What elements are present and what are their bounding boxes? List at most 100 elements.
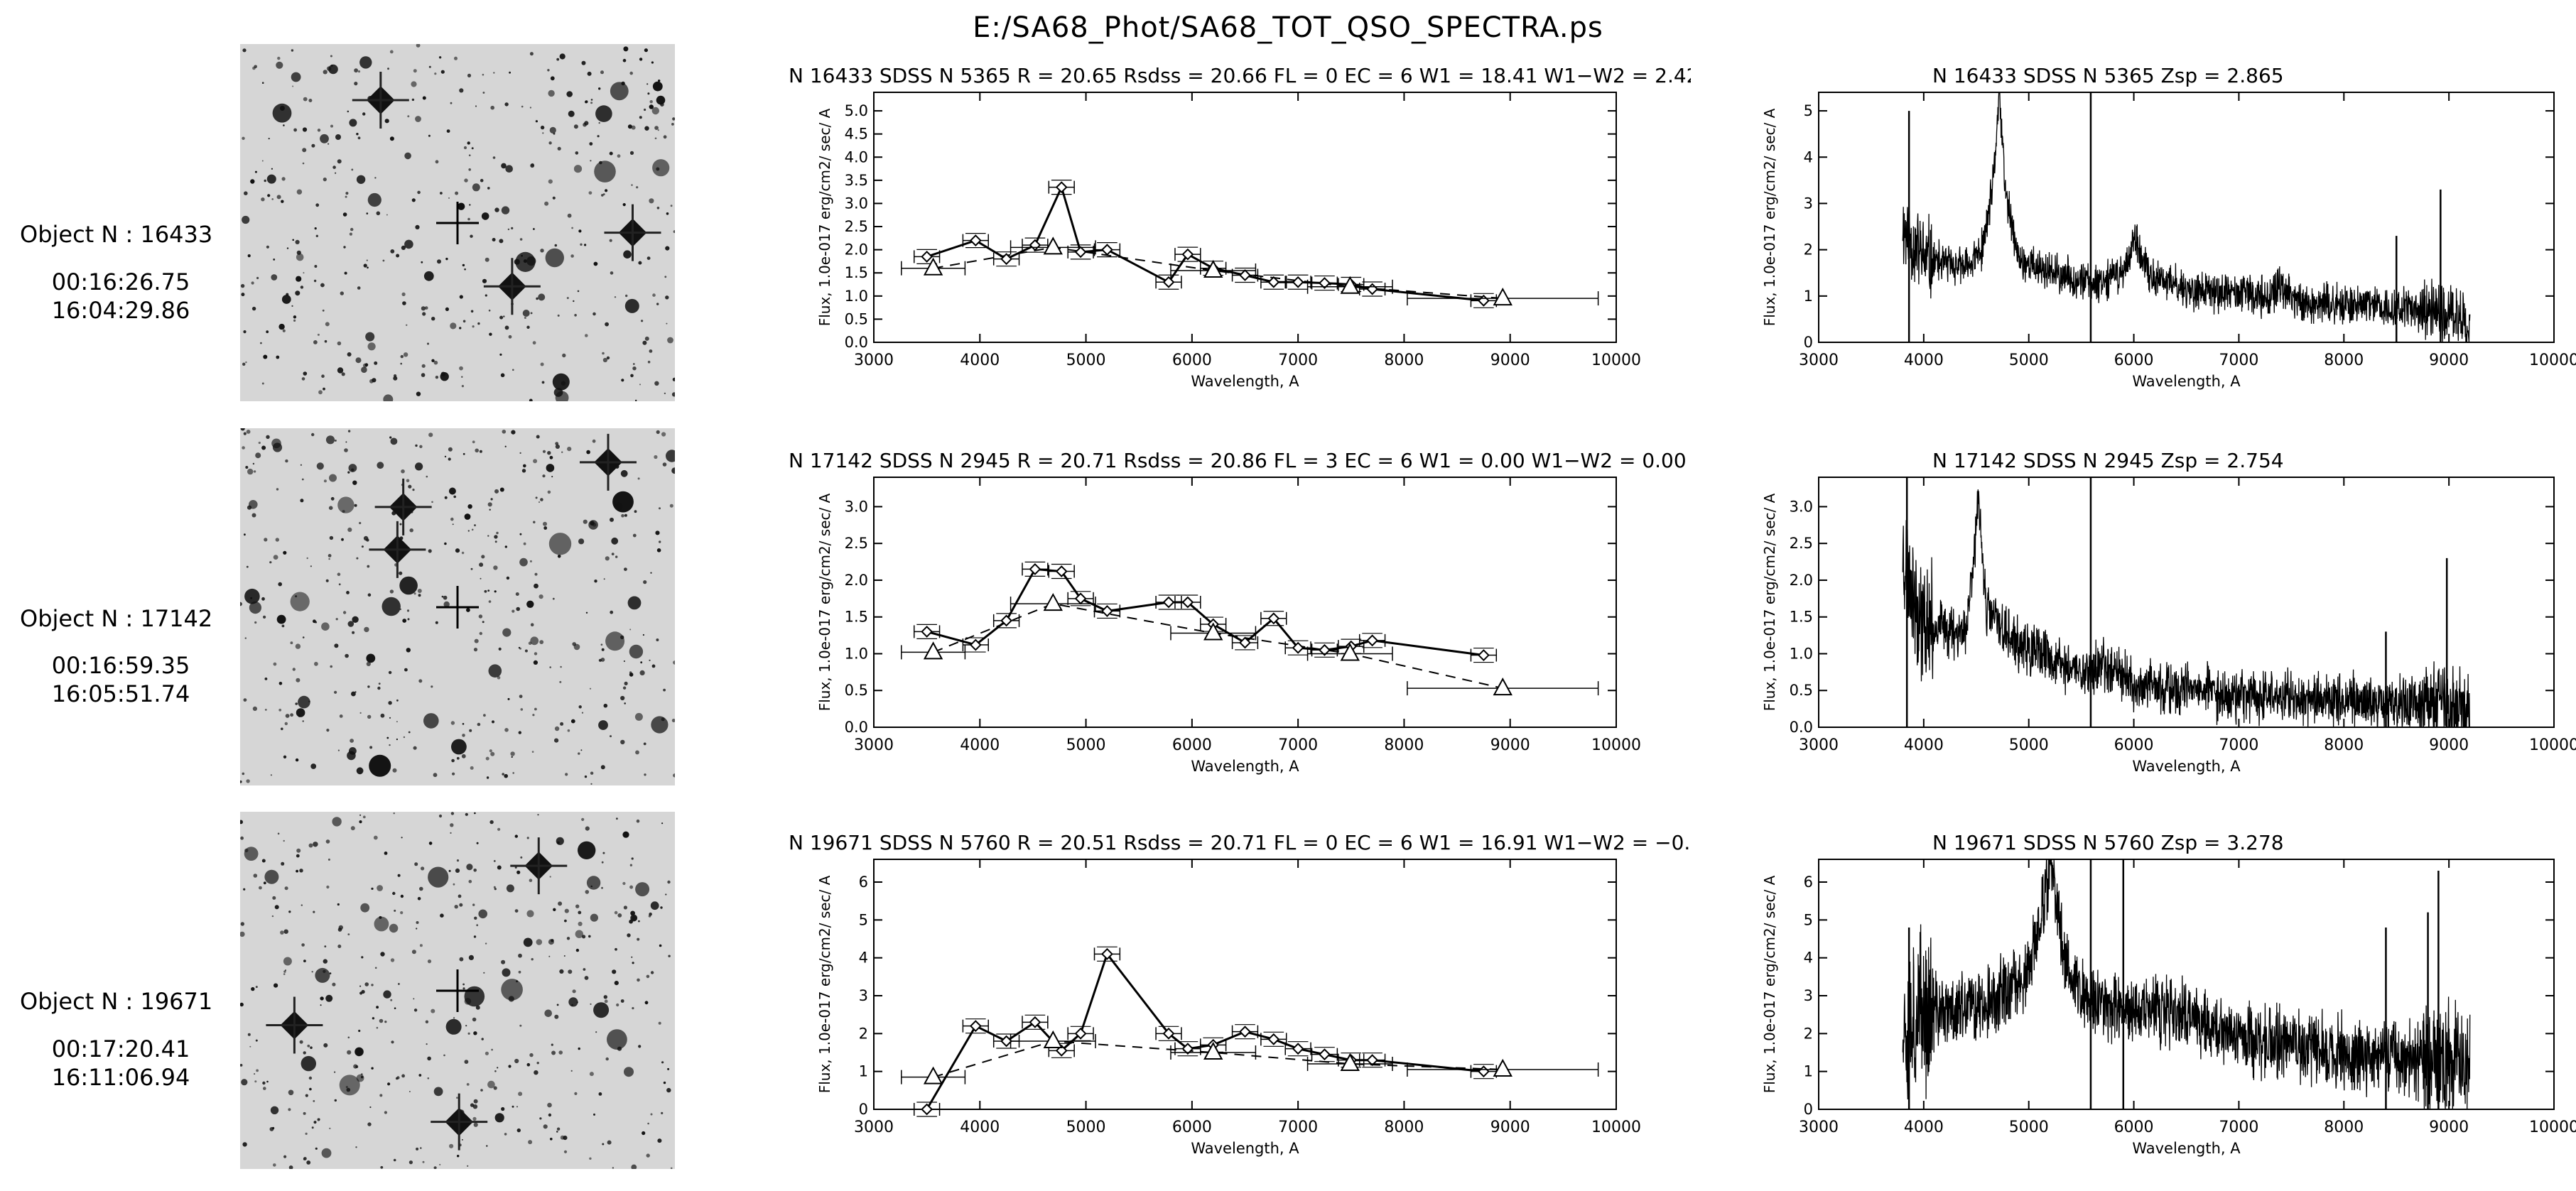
photometry-point	[1260, 274, 1287, 290]
x-tick-label: 9000	[1490, 1119, 1530, 1136]
y-tick-label: 0.0	[1790, 719, 1813, 736]
x-tick-label: 8000	[1384, 352, 1424, 369]
sdss-point	[1170, 259, 1257, 278]
spec-header-19671: N 19671 SDSS N 5760 Zsp = 3.278	[1932, 831, 2284, 854]
x-tick-label: 10000	[1591, 736, 1641, 754]
photometry-point	[1155, 274, 1182, 290]
x-tick-label: 6000	[2114, 1119, 2154, 1136]
object-label-17142: Object N : 17142	[20, 605, 213, 632]
sdss-point	[1407, 678, 1599, 696]
photometry-point	[1358, 633, 1386, 648]
star-field	[240, 428, 675, 785]
x-tick-label: 8000	[2324, 736, 2364, 754]
x-tick-label: 10000	[2529, 1119, 2576, 1136]
photometry-chart-16433: N 16433 SDSS N 5365 R = 20.65 Rsdss = 20…	[789, 64, 1691, 390]
y-tick-label: 1.5	[845, 264, 868, 281]
y-axis-label: Flux, 1.0e-017 erg/cm2/ sec/ A	[816, 493, 833, 711]
photometry-point	[1067, 244, 1094, 260]
x-tick-label: 5000	[1066, 352, 1106, 369]
x-tick-label: 3000	[1799, 736, 1839, 754]
photometry-point	[1155, 1026, 1182, 1041]
y-tick-label: 3.0	[845, 195, 868, 212]
sdss-point	[1010, 592, 1096, 611]
spectrum-chart-19671: N 19671 SDSS N 5760 Zsp = 3.278 3000 4000 5…	[1761, 831, 2576, 1157]
photometry-point	[1067, 1026, 1094, 1041]
photometry-point	[1284, 274, 1311, 290]
photometry-point	[1260, 1031, 1287, 1047]
y-tick-label: 6	[859, 874, 868, 891]
sdss-point	[1010, 1030, 1096, 1048]
y-tick-label: 1.0	[845, 645, 868, 662]
spec-header-16433: N 16433 SDSS N 5365 Zsp = 2.865	[1932, 64, 2284, 87]
x-tick-label: 7000	[2219, 352, 2258, 369]
photometry-point	[1174, 1041, 1201, 1057]
y-tick-label: 0.0	[845, 334, 868, 351]
plot-frame	[873, 477, 1617, 728]
y-axis-label: Flux, 1.0e-017 erg/cm2/ sec/ A	[816, 875, 833, 1093]
x-axis-label: Wavelength, A	[1191, 758, 1299, 775]
phot-header-16433: N 16433 SDSS N 5365 R = 20.65 Rsdss = 20…	[789, 64, 1691, 87]
y-tick-label: 1	[859, 1063, 868, 1080]
y-tick-label: 1.5	[845, 609, 868, 626]
finder-chart-17142	[240, 428, 675, 785]
photometry-series-line	[926, 952, 1484, 1110]
x-tick-label: 6000	[1172, 1119, 1212, 1136]
x-tick-label: 9000	[2429, 352, 2469, 369]
target-crosshair	[436, 969, 479, 1012]
y-axis-label: Flux, 1.0e-017 erg/cm2/ sec/ A	[1761, 108, 1778, 326]
x-tick-label: 9000	[2429, 736, 2469, 754]
x-tick-label: 5000	[2009, 1119, 2049, 1136]
x-tick-label: 10000	[2529, 352, 2576, 369]
photometry-point	[1311, 642, 1338, 658]
x-tick-label: 3000	[854, 352, 894, 369]
object-ra-17142: 00:16:59.35	[51, 652, 190, 679]
finder-chart-19671	[240, 812, 675, 1169]
x-tick-label: 3000	[1799, 1119, 1839, 1136]
photometry-point	[1284, 1041, 1311, 1057]
sdss-point	[901, 257, 966, 276]
y-tick-label: 0.5	[845, 682, 868, 699]
x-tick-label: 5000	[1066, 736, 1106, 754]
x-tick-label: 4000	[960, 1119, 1000, 1136]
photometry-point	[962, 637, 989, 653]
photometry-point	[992, 613, 1020, 629]
y-axis-label: Flux, 1.0e-017 erg/cm2/ sec/ A	[816, 108, 833, 326]
object-ra-19671: 00:17:20.41	[51, 1035, 190, 1062]
photometry-point	[913, 249, 941, 265]
sdss-point	[1170, 1041, 1257, 1060]
x-tick-label: 6000	[1172, 352, 1212, 369]
x-tick-label: 3000	[1799, 352, 1839, 369]
finder-image-17142	[240, 428, 675, 785]
y-tick-label: 2.0	[845, 572, 868, 589]
photometry-point	[1093, 946, 1121, 962]
photometry-point	[1093, 242, 1121, 258]
x-tick-label: 7000	[1278, 352, 1318, 369]
y-tick-label: 5	[1804, 911, 1813, 928]
photometry-point	[1022, 561, 1049, 577]
object-ra-16433: 00:16:26.75	[51, 268, 190, 295]
photometry-point	[1470, 1064, 1498, 1079]
y-tick-label: 1	[1804, 1063, 1813, 1080]
y-tick-label: 0	[1804, 1101, 1813, 1118]
x-tick-label: 4000	[960, 352, 1000, 369]
x-axis-label: Wavelength, A	[2132, 1140, 2241, 1157]
photometry-point	[913, 624, 941, 640]
y-tick-label: 2	[1804, 241, 1813, 259]
y-tick-label: 4	[1804, 148, 1813, 165]
spectrum-chart-17142: N 17142 SDSS N 2945 Zsp = 2.754 3000 4000 5…	[1761, 449, 2576, 775]
photometry-point	[1022, 1014, 1049, 1030]
photometry-point	[1260, 611, 1287, 626]
plot-frame	[1818, 477, 2555, 728]
photometry-point	[1311, 275, 1338, 291]
x-tick-label: 3000	[854, 1119, 894, 1136]
photometry-point	[1048, 563, 1075, 580]
phot-header-19671: N 19671 SDSS N 5760 R = 20.51 Rsdss = 20…	[789, 831, 1691, 854]
photometry-point	[1174, 246, 1201, 262]
x-axis-label: Wavelength, A	[1191, 1140, 1299, 1157]
y-tick-label: 4	[859, 950, 868, 967]
y-tick-label: 6	[1804, 874, 1813, 891]
x-tick-label: 8000	[2324, 352, 2364, 369]
sdss-point	[1306, 276, 1393, 294]
x-tick-label: 4000	[1904, 1119, 1944, 1136]
plot-frame	[1818, 92, 2555, 343]
